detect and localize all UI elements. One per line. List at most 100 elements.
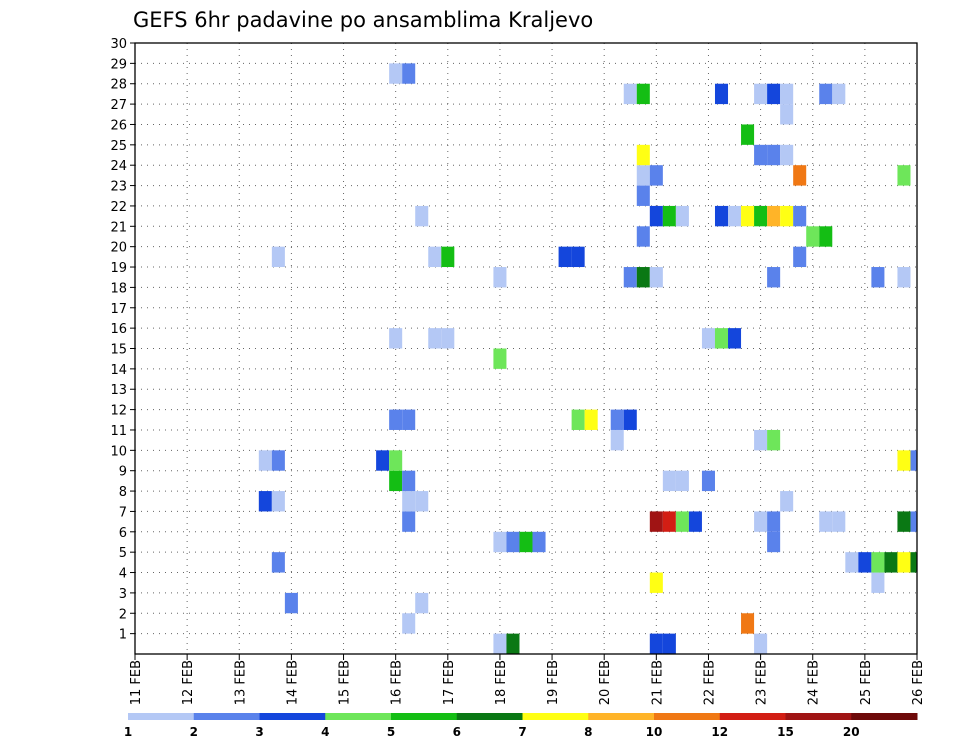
- precipitation-cell: [871, 267, 885, 288]
- precipitation-cell: [415, 205, 429, 227]
- y-tick-label: 13: [110, 383, 127, 398]
- precipitation-cell: [767, 429, 781, 451]
- precipitation-cell: [845, 552, 859, 573]
- precipitation-cell: [754, 83, 768, 105]
- precipitation-cell: [649, 165, 663, 186]
- y-tick-label: 6: [119, 526, 127, 541]
- precipitation-cell: [662, 633, 676, 654]
- precipitation-cell: [610, 409, 624, 430]
- precipitation-cell: [884, 552, 898, 573]
- precipitation-cell: [675, 205, 689, 227]
- x-tick-label: 21 FEB: [650, 660, 665, 705]
- precipitation-cell: [767, 83, 781, 105]
- precipitation-cell: [701, 328, 715, 349]
- precipitation-cell: [754, 205, 768, 227]
- y-tick-label: 23: [110, 180, 127, 195]
- x-tick-label: 13 FEB: [233, 660, 248, 705]
- precipitation-cell: [519, 531, 533, 553]
- precipitation-cell: [780, 104, 794, 125]
- colorbar-swatch: [522, 713, 589, 720]
- precipitation-cell: [389, 63, 403, 84]
- precipitation-cell: [571, 246, 585, 268]
- y-tick-label: 26: [110, 118, 127, 133]
- precipitation-cell: [767, 205, 781, 227]
- precipitation-cell: [871, 572, 885, 593]
- precipitation-cell: [675, 511, 689, 532]
- precipitation-cell: [389, 328, 403, 349]
- precipitation-cell: [741, 124, 755, 145]
- precipitation-cell: [636, 226, 650, 247]
- precipitation-cell: [806, 226, 820, 247]
- precipitation-cell: [714, 328, 729, 349]
- precipitation-cell: [428, 246, 442, 268]
- x-tick-label: 20 FEB: [598, 660, 613, 705]
- precipitation-cell: [754, 511, 768, 532]
- precipitation-cell: [649, 511, 663, 532]
- precipitation-cell: [819, 226, 833, 247]
- precipitation-cell: [897, 267, 911, 288]
- colorbar-label: 5: [387, 725, 395, 739]
- x-tick-label: 12 FEB: [181, 660, 196, 705]
- precipitation-cell: [780, 83, 794, 105]
- precipitation-cell: [662, 511, 676, 532]
- precipitation-cell: [532, 531, 546, 553]
- precipitation-cell: [441, 246, 455, 268]
- precipitation-cell: [675, 470, 689, 492]
- colorbar-swatch: [325, 713, 392, 720]
- precipitation-cell: [649, 205, 663, 227]
- precipitation-cell: [415, 592, 429, 614]
- chart-title: GEFS 6hr padavine po ansamblima Kraljevo: [133, 8, 593, 32]
- y-tick-label: 29: [110, 57, 127, 72]
- precipitation-cell: [623, 409, 637, 430]
- precipitation-cell: [441, 328, 455, 349]
- precipitation-cell: [649, 267, 663, 288]
- precipitation-cell: [871, 552, 885, 573]
- precipitation-cell: [428, 328, 442, 349]
- grid-lines: [135, 43, 917, 654]
- precipitation-cell: [832, 511, 846, 532]
- colorbar-label: 10: [646, 725, 663, 739]
- y-tick-label: 16: [110, 322, 127, 337]
- precipitation-cell: [389, 470, 403, 492]
- x-tick-label: 16 FEB: [390, 660, 405, 705]
- colorbar-label: 12: [711, 725, 728, 739]
- precipitation-cell: [402, 470, 416, 492]
- colorbar-swatch: [193, 713, 260, 720]
- precipitation-cell: [714, 205, 729, 227]
- precipitation-cell: [402, 409, 416, 430]
- y-tick-label: 14: [110, 363, 127, 378]
- precipitation-cell: [558, 246, 572, 268]
- colorbar-swatch: [719, 713, 786, 720]
- precipitation-cell: [819, 83, 833, 105]
- precipitation-cell: [910, 552, 917, 573]
- y-axis: 1234567891011121314151617181920212223242…: [110, 37, 135, 643]
- y-tick-label: 21: [110, 220, 127, 235]
- precipitation-cell: [402, 491, 416, 512]
- precipitation-cell: [271, 491, 285, 512]
- y-tick-label: 2: [119, 607, 127, 622]
- precipitation-cell: [271, 552, 285, 573]
- x-tick-label: 14 FEB: [285, 660, 300, 705]
- precipitation-cell: [493, 531, 507, 553]
- y-tick-label: 8: [119, 485, 127, 500]
- precipitation-cell: [402, 63, 416, 84]
- colorbar-label: 2: [190, 725, 198, 739]
- precipitation-cell: [506, 633, 520, 654]
- precipitation-cell: [688, 511, 702, 532]
- precipitation-cell: [284, 592, 298, 614]
- precipitation-cell: [728, 328, 742, 349]
- precipitation-cell: [793, 205, 807, 227]
- colorbar-label: 20: [843, 725, 860, 739]
- precipitation-cell: [571, 409, 585, 430]
- precipitation-cell: [701, 470, 715, 492]
- precipitation-cell: [623, 267, 637, 288]
- precipitation-cell: [493, 267, 507, 288]
- precipitation-cell: [623, 83, 637, 105]
- y-tick-label: 4: [119, 567, 127, 582]
- colorbar-label: 7: [518, 725, 526, 739]
- colorbar-swatch: [128, 713, 195, 720]
- precipitation-cell: [636, 144, 650, 166]
- y-tick-label: 9: [119, 465, 127, 480]
- y-tick-label: 22: [110, 200, 127, 215]
